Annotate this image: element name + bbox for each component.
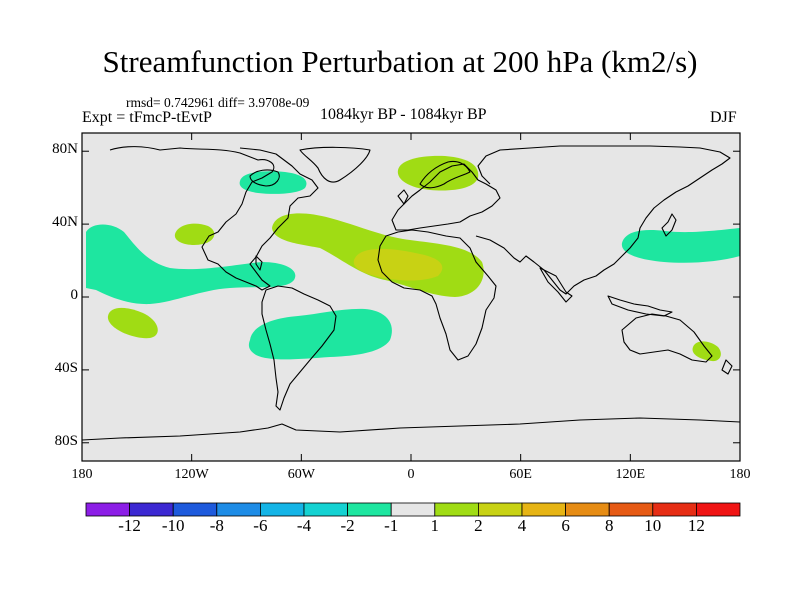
colorbar-label: -10 [161,516,185,535]
coast-indonesia [607,295,673,317]
lon-label-180: 180 [71,467,93,482]
lat-label-40S: 40S [54,359,78,376]
colorbar-label: 10 [644,516,662,535]
coast-australia [621,313,713,363]
coast-britain [397,189,409,205]
positive-anomaly-australia [692,341,721,362]
period-label: 1084kyr BP - 1084kyr BP [320,106,487,123]
coast-africa [377,229,497,361]
colorbar-label: 2 [474,516,483,535]
lat-label-0: 0 [70,287,79,303]
lon-label-180: 180 [729,467,751,482]
colorbar-label: -8 [209,516,224,535]
axis-ticks [81,133,741,461]
negative-anomaly-hudson-bay [239,171,307,194]
colorbar-label: -6 [253,516,268,535]
colorbar-label: -12 [118,516,141,535]
chart-title: Streamfunction Perturbation at 200 hPa (… [102,44,698,79]
coast-south-america [261,285,337,411]
lon-label-120E: 120E [615,467,646,482]
coast-greenland [299,146,371,183]
stats-label: rmsd= 0.742961 diff= 3.9708e-09 [126,95,310,110]
coast-hudson-bay [249,169,280,187]
colorbar-label: 12 [687,516,705,535]
negative-anomaly-pacific-band [86,224,296,305]
colorbar-label: 1 [430,516,440,535]
coastlines [81,145,741,441]
lat-label-80S: 80S [54,432,78,449]
coast-india [539,267,573,303]
experiment-label: Expt = tFmcP-tEvtP [82,109,212,126]
lat-label-80N: 80N [52,141,78,158]
anomaly-shading [86,155,740,362]
colorbar-label: 4 [517,516,527,535]
positive-anomaly-western-us [174,223,215,245]
positive-anomaly-south-pacific [107,307,158,339]
negative-anomaly-south-atlantic [248,308,392,360]
season-label: DJF [710,109,737,126]
lon-label-120W: 120W [174,467,209,482]
coast-new-zealand [721,359,733,375]
colorbar-label: -4 [296,516,312,535]
positive-anomaly-sahara-core [353,248,443,281]
lat-label-40N: 40N [52,214,78,231]
coast-japan [661,213,677,237]
colorbar-label: 8 [604,516,614,535]
coast-antarctica [81,417,741,441]
lon-label-0: 0 [407,467,415,482]
map-background [82,133,740,461]
negative-anomaly-east-asia [621,228,740,263]
coast-europe [391,163,501,231]
colorbar-label: 6 [561,516,570,535]
coast-scandinavia [419,160,471,189]
coast-florida [255,255,263,271]
colorbar-label: -1 [384,516,399,535]
coast-north-america [109,146,319,291]
colorbar-label: -2 [340,516,355,535]
lon-label-60W: 60W [287,467,315,482]
lon-label-60E: 60E [509,467,532,482]
